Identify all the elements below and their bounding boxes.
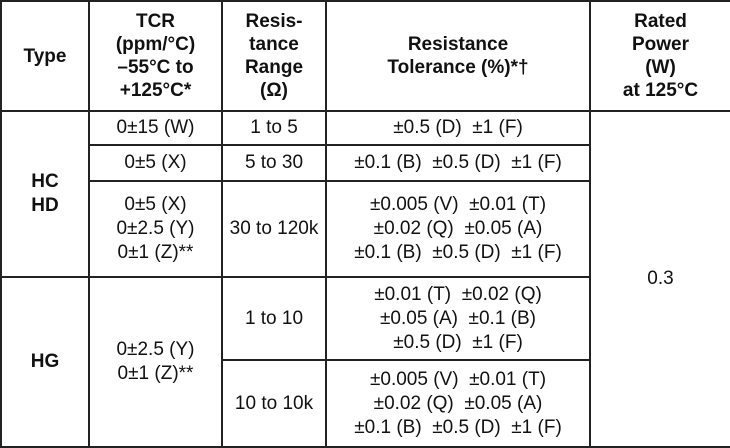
table-row: 10 to 10k ±0.005 (V) ±0.01 (T) ±0.02 (Q)… bbox=[1, 359, 730, 448]
type-cell-hg: HG bbox=[0, 276, 90, 448]
rated-power-cell: 0.3 bbox=[589, 110, 730, 448]
range-cell: 1 to 10 bbox=[221, 276, 327, 361]
type-cell-hc-hd: HC HD bbox=[0, 110, 90, 278]
header-tcr: TCR (ppm/°C) –55°C to +125°C* bbox=[88, 0, 223, 112]
range-cell: 10 to 10k bbox=[221, 359, 327, 448]
table-row: HC HD 0±15 (W) 1 to 5 ±0.5 (D) ±1 (F) 0.… bbox=[0, 110, 730, 448]
range-cell: 30 to 120k bbox=[221, 180, 327, 278]
table-row: HG 0±2.5 (Y) 0±1 (Z)** 1 to 10 ±0.01 (T)… bbox=[0, 276, 730, 448]
header-resistance-range: Resis- tance Range (Ω) bbox=[221, 0, 327, 112]
tolerance-cell: ±0.5 (D) ±1 (F) bbox=[325, 110, 591, 146]
tcr-cell: 0±2.5 (Y) 0±1 (Z)** bbox=[88, 276, 223, 448]
table-row: 0±5 (X) 5 to 30 ±0.1 (B) ±0.5 (D) ±1 (F) bbox=[1, 144, 730, 182]
header-row: Type TCR (ppm/°C) –55°C to +125°C* Resis… bbox=[0, 0, 730, 112]
range-cell: 5 to 30 bbox=[221, 144, 327, 182]
range-cell: 1 to 5 bbox=[221, 110, 327, 146]
header-rated-power: Rated Power (W) at 125°C bbox=[589, 0, 730, 112]
tolerance-cell: ±0.005 (V) ±0.01 (T) ±0.02 (Q) ±0.05 (A)… bbox=[325, 359, 591, 448]
tcr-cell: 0±15 (W) bbox=[88, 110, 223, 146]
tcr-cell: 0±5 (X) bbox=[88, 144, 223, 182]
table-row: 0±5 (X) 0±2.5 (Y) 0±1 (Z)** 30 to 120k ±… bbox=[1, 180, 730, 278]
header-type: Type bbox=[0, 0, 90, 112]
tolerance-cell: ±0.005 (V) ±0.01 (T) ±0.02 (Q) ±0.05 (A)… bbox=[325, 180, 591, 278]
header-resistance-tolerance: Resistance Tolerance (%)*† bbox=[325, 0, 591, 112]
tolerance-cell: ±0.01 (T) ±0.02 (Q) ±0.05 (A) ±0.1 (B) ±… bbox=[325, 276, 591, 361]
tolerance-cell: ±0.1 (B) ±0.5 (D) ±1 (F) bbox=[325, 144, 591, 182]
tcr-cell: 0±5 (X) 0±2.5 (Y) 0±1 (Z)** bbox=[88, 180, 223, 278]
